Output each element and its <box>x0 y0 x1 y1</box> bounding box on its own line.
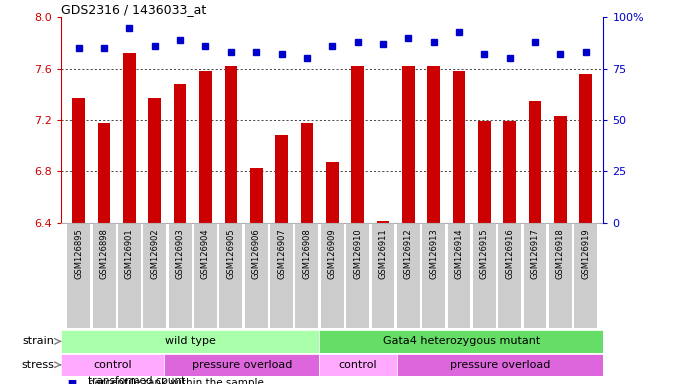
Text: GSM126914: GSM126914 <box>454 228 464 279</box>
Text: GSM126916: GSM126916 <box>505 228 514 279</box>
Bar <box>478 121 491 223</box>
Bar <box>529 101 541 223</box>
Bar <box>549 223 572 328</box>
Bar <box>397 223 420 328</box>
Text: GSM126895: GSM126895 <box>75 228 83 279</box>
Text: Gata4 heterozygous mutant: Gata4 heterozygous mutant <box>383 336 540 346</box>
Text: percentile rank within the sample: percentile rank within the sample <box>88 378 264 384</box>
Bar <box>300 122 313 223</box>
Text: GSM126901: GSM126901 <box>125 228 134 279</box>
Bar <box>319 354 397 376</box>
Text: GSM126913: GSM126913 <box>429 228 438 279</box>
Bar <box>372 223 395 328</box>
Bar <box>376 222 389 223</box>
Text: GSM126915: GSM126915 <box>480 228 489 279</box>
Text: GSM126905: GSM126905 <box>226 228 235 279</box>
Text: wild type: wild type <box>165 336 216 346</box>
Text: GSM126917: GSM126917 <box>530 228 540 279</box>
Bar <box>579 74 592 223</box>
Bar <box>98 122 111 223</box>
Bar <box>498 223 521 328</box>
Bar <box>346 223 369 328</box>
Text: GSM126904: GSM126904 <box>201 228 210 279</box>
Text: stress: stress <box>22 360 54 370</box>
Text: pressure overload: pressure overload <box>192 360 292 370</box>
Text: GSM126918: GSM126918 <box>556 228 565 279</box>
Text: control: control <box>339 360 378 370</box>
Text: GSM126910: GSM126910 <box>353 228 362 279</box>
Bar <box>447 223 471 328</box>
Bar <box>164 354 319 376</box>
Bar <box>93 223 115 328</box>
Bar <box>174 84 186 223</box>
Bar <box>574 223 597 328</box>
Bar <box>554 116 567 223</box>
Bar <box>319 330 603 353</box>
Bar <box>61 330 319 353</box>
Text: GSM126902: GSM126902 <box>151 228 159 279</box>
Bar <box>351 66 364 223</box>
Bar <box>270 223 293 328</box>
Bar <box>199 71 212 223</box>
Text: control: control <box>94 360 132 370</box>
Text: pressure overload: pressure overload <box>450 360 551 370</box>
Text: GSM126908: GSM126908 <box>302 228 311 279</box>
Bar <box>326 162 338 223</box>
Text: GSM126907: GSM126907 <box>277 228 286 279</box>
Bar <box>503 121 516 223</box>
Bar <box>473 223 496 328</box>
Bar <box>523 223 546 328</box>
Bar <box>67 223 90 328</box>
Text: GSM126919: GSM126919 <box>581 228 590 279</box>
Bar <box>169 223 192 328</box>
Text: GSM126912: GSM126912 <box>404 228 413 279</box>
Text: transformed count: transformed count <box>88 376 185 384</box>
Bar <box>296 223 318 328</box>
Bar <box>275 136 288 223</box>
Text: strain: strain <box>22 336 54 346</box>
Text: GSM126906: GSM126906 <box>252 228 260 279</box>
Bar <box>143 223 166 328</box>
Bar <box>224 66 237 223</box>
Bar <box>422 223 445 328</box>
Bar <box>427 66 440 223</box>
Text: GSM126911: GSM126911 <box>378 228 387 279</box>
Text: GSM126903: GSM126903 <box>176 228 184 279</box>
Bar <box>402 66 414 223</box>
Bar <box>321 223 344 328</box>
Bar <box>73 98 85 223</box>
Text: GSM126898: GSM126898 <box>100 228 108 279</box>
Bar <box>61 354 164 376</box>
Bar <box>245 223 268 328</box>
Bar <box>148 98 161 223</box>
Text: GDS2316 / 1436033_at: GDS2316 / 1436033_at <box>61 3 206 16</box>
Bar <box>220 223 242 328</box>
Bar <box>194 223 217 328</box>
Bar <box>250 167 262 223</box>
Text: GSM126909: GSM126909 <box>327 228 337 279</box>
Bar <box>118 223 141 328</box>
Bar <box>453 71 465 223</box>
Bar <box>397 354 603 376</box>
Bar <box>123 53 136 223</box>
